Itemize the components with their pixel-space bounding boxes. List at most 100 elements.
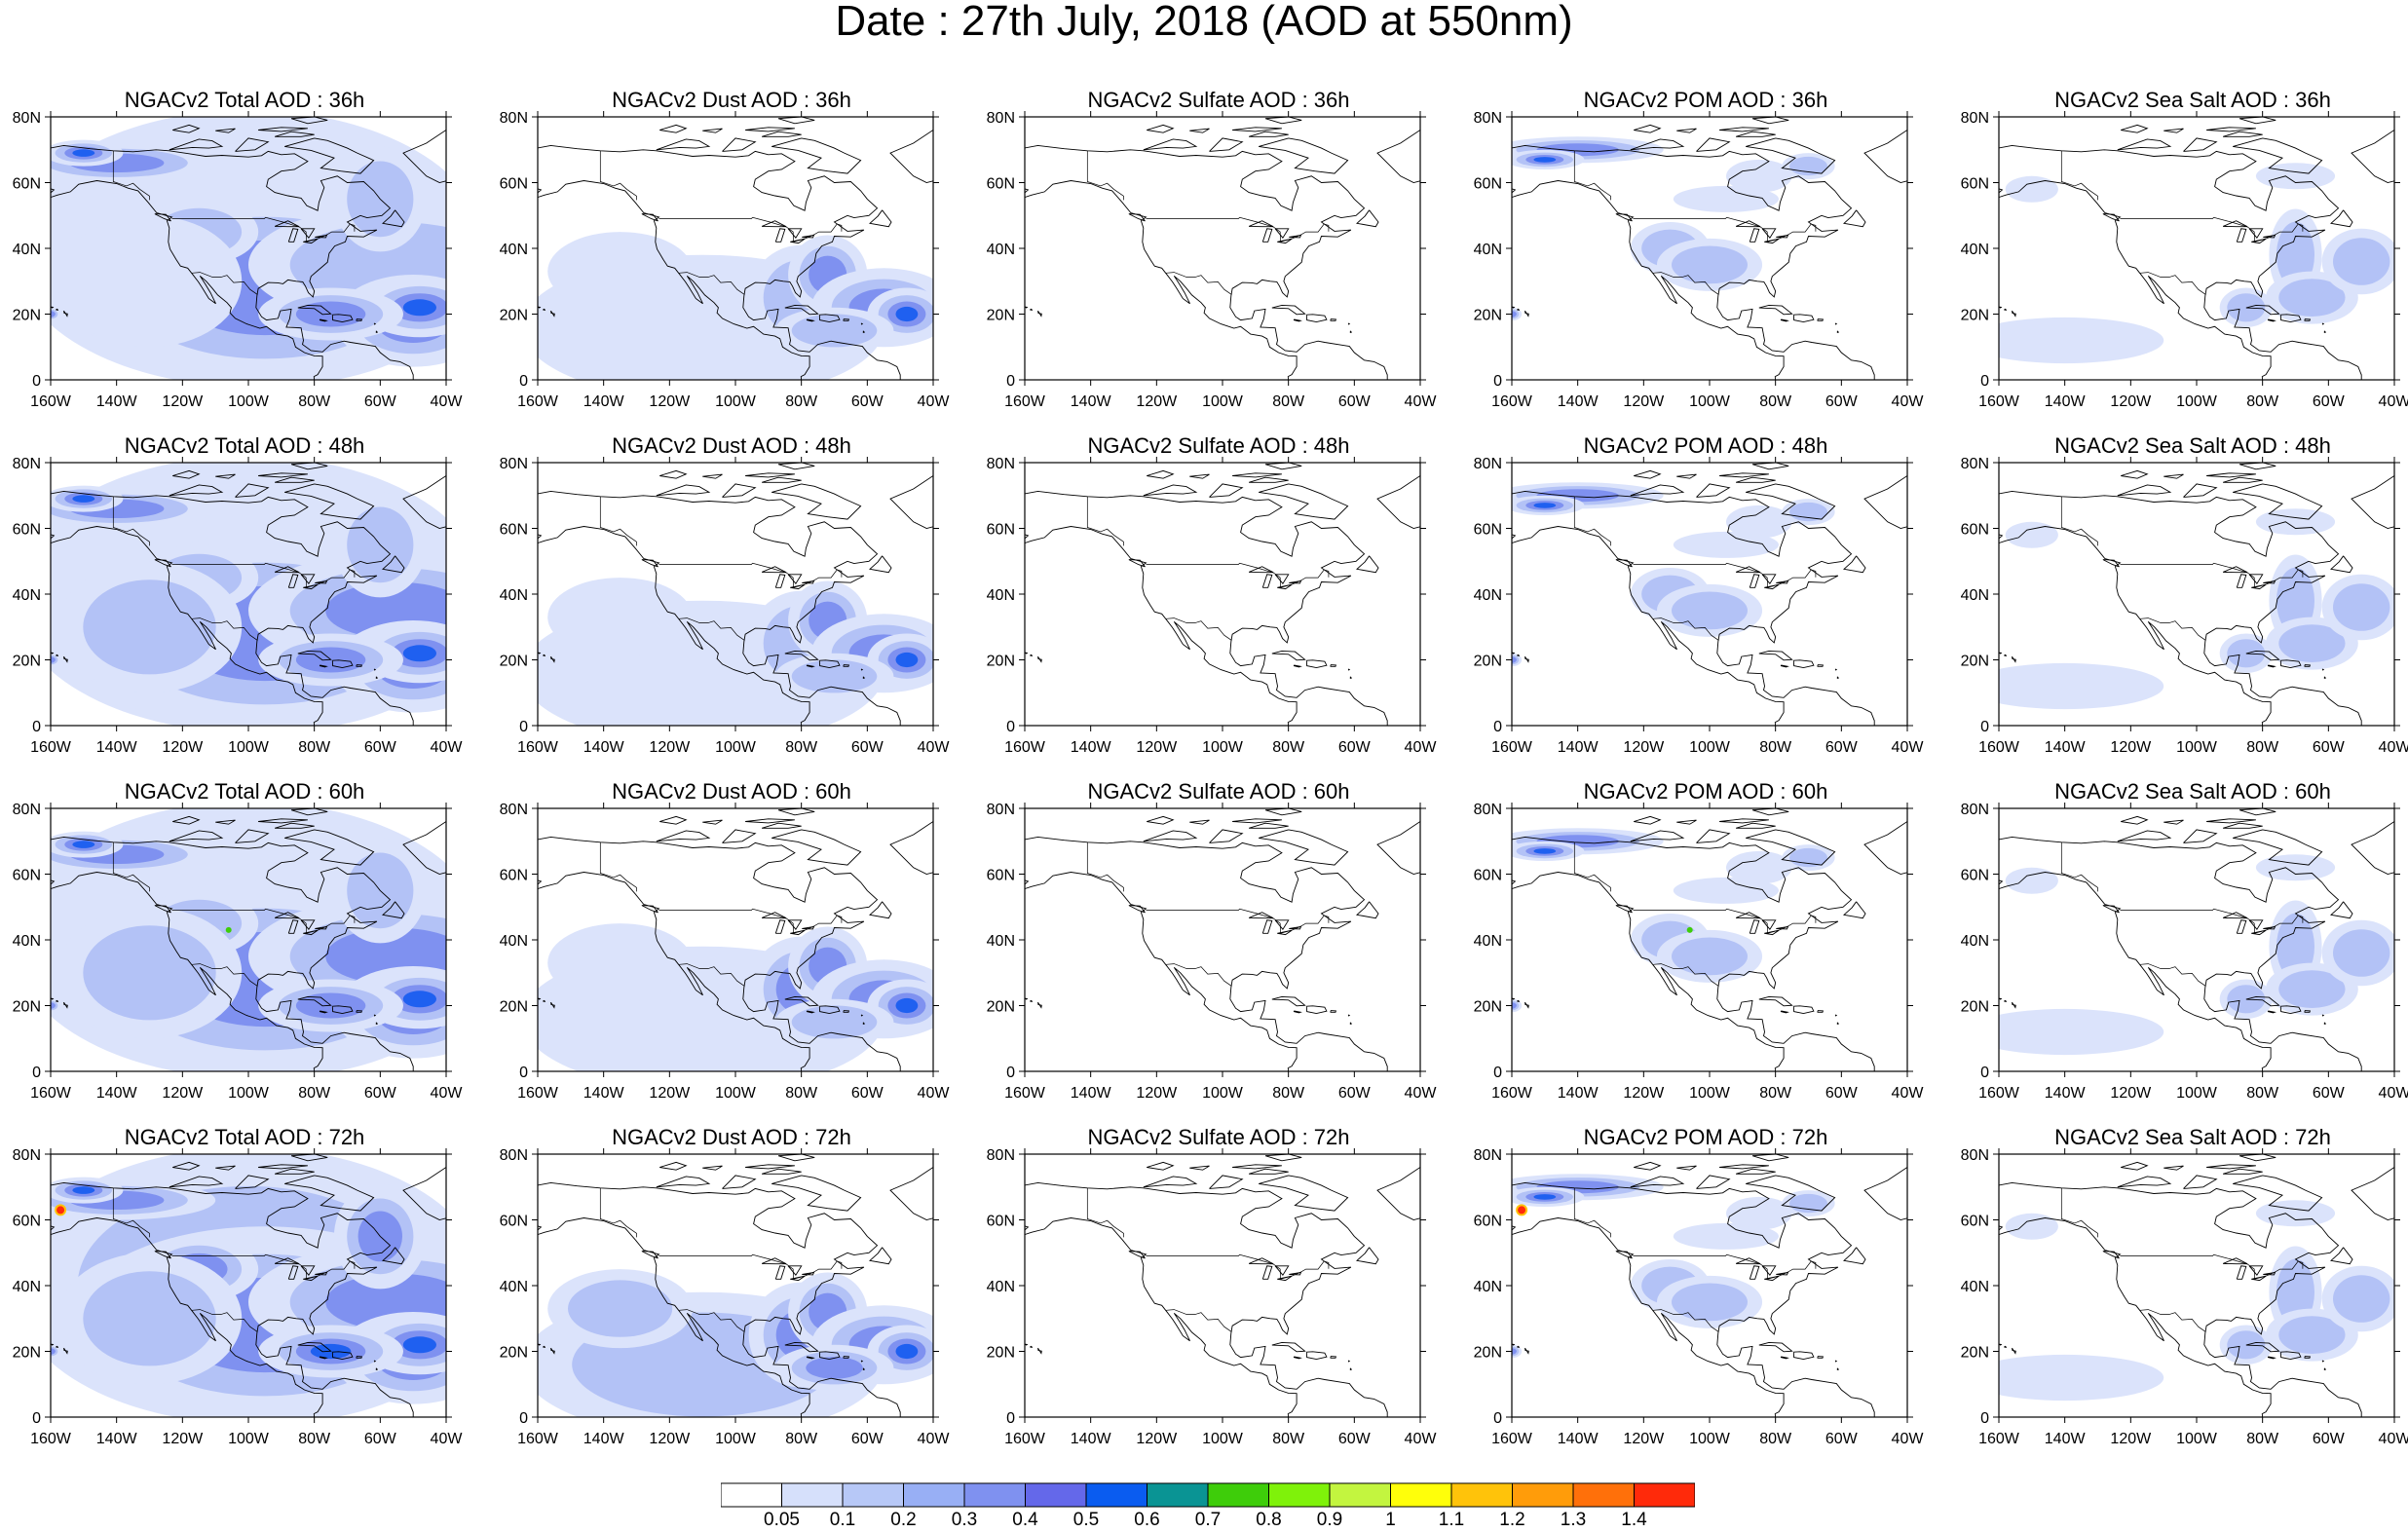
coastlines xyxy=(538,808,933,1071)
fire-hotspot xyxy=(1686,926,1693,933)
x-tick-label: 40W xyxy=(2379,1085,2408,1102)
aod-plume xyxy=(1672,937,1748,976)
aod-plume xyxy=(1533,848,1557,854)
lake-outline xyxy=(1261,228,1273,243)
map-frame xyxy=(1024,462,1421,727)
y-tick-label: 20N xyxy=(500,999,528,1016)
y-tick-label: 0 xyxy=(1980,1410,1989,1427)
coastline-island xyxy=(1719,1164,1769,1170)
colorbar-swatch xyxy=(1329,1482,1391,1508)
x-tick-label: 80W xyxy=(785,1085,818,1102)
x-tick-label: 160W xyxy=(1978,393,2020,410)
map-plot: 160W 140W 120W 100W 80W 60W 40W 0 20N 40N 60N 80N xyxy=(1474,110,1925,410)
colorbar-label: 1 xyxy=(1385,1510,1396,1530)
y-tick-label: 20N xyxy=(500,308,528,324)
coastline-island xyxy=(1780,664,1789,668)
coastline-island xyxy=(1843,1247,1866,1265)
national-border xyxy=(1146,908,1330,934)
national-border xyxy=(1633,562,1817,588)
x-tick-label: 140W xyxy=(1071,1431,1112,1447)
x-tick-label: 40W xyxy=(918,739,951,756)
coastline-island xyxy=(1349,330,1353,334)
coastline-island xyxy=(818,659,841,669)
lake-outline xyxy=(790,929,806,936)
coastline-island xyxy=(1189,128,1210,133)
coastline-island xyxy=(1293,1356,1302,1360)
coastline-island xyxy=(356,1010,362,1013)
coastline-island xyxy=(1037,1001,1042,1009)
coastline-island xyxy=(1758,1341,1793,1353)
coastline-mainland xyxy=(1025,1181,1388,1417)
coastline-island xyxy=(1696,137,1731,152)
x-tick-label: 60W xyxy=(2313,739,2346,756)
coastline-mainland xyxy=(1025,144,1388,380)
map-panel: NGACv2 Dust AOD : 36h 160W 140W 120W 100W 80W… xyxy=(487,86,972,431)
coastline-island xyxy=(2121,469,2149,479)
coastline-island xyxy=(1822,463,1907,529)
colorbar-label: 0.4 xyxy=(1012,1510,1038,1530)
y-tick-label: 0 xyxy=(1980,719,1989,735)
aod-plume xyxy=(895,997,919,1014)
coastline-island xyxy=(656,1176,711,1188)
colorbar-swatch xyxy=(1450,1482,1513,1508)
coastline-island xyxy=(1349,1022,1353,1026)
map-plot: 160W 140W 120W 100W 80W 60W 40W 0 20N 40N 60N 80N xyxy=(1474,456,1925,756)
coastline-island xyxy=(2117,138,2172,151)
coastline-island xyxy=(1999,997,2003,1000)
coastline-island xyxy=(1524,1347,1529,1355)
coastline-island xyxy=(860,668,864,671)
x-tick-label: 160W xyxy=(30,393,72,410)
coastline-island xyxy=(1746,137,1836,174)
coastline-island xyxy=(2245,995,2280,1007)
coastline-island xyxy=(2117,484,2172,497)
coastline-island xyxy=(1189,819,1210,825)
y-tick-label: 60N xyxy=(500,868,528,884)
panel-title: NGACv2 Sulfate AOD : 72h xyxy=(1087,1125,1350,1149)
coastline-island xyxy=(2309,1154,2394,1220)
coastline-island xyxy=(1030,308,1034,311)
aod-plume xyxy=(1673,1222,1779,1250)
coastline-island xyxy=(2323,330,2327,334)
map-panel: NGACv2 Sea Salt AOD : 48h 160W 140W 120W 100… xyxy=(1948,431,2408,777)
x-tick-label: 160W xyxy=(1004,1431,1046,1447)
y-tick-label: 40N xyxy=(500,242,528,258)
y-tick-label: 20N xyxy=(500,654,528,670)
colorbar-swatch xyxy=(1512,1482,1574,1508)
coastline-island xyxy=(2239,117,2276,125)
coastline-island xyxy=(56,1345,59,1348)
x-tick-label: 40W xyxy=(1892,739,1925,756)
coastline-island xyxy=(550,655,555,663)
colorbar-swatch xyxy=(1085,1482,1148,1508)
coastline-island xyxy=(1143,484,1198,497)
lake-outline xyxy=(1749,1265,1760,1280)
colorbar-swatch xyxy=(842,1482,904,1508)
coastline-mainland xyxy=(538,490,901,726)
y-tick-label: 80N xyxy=(500,110,528,127)
coastline-island xyxy=(1330,1356,1336,1359)
x-tick-label: 60W xyxy=(1338,739,1372,756)
y-tick-label: 80N xyxy=(987,802,1015,818)
coastline-island xyxy=(1758,304,1793,316)
aod-plume xyxy=(1512,1002,1517,1009)
y-tick-label: 40N xyxy=(1961,1279,1989,1295)
coastline-island xyxy=(1843,901,1866,919)
coastline-island xyxy=(1817,1010,1824,1013)
coastline-island xyxy=(777,463,815,470)
lake-outline xyxy=(1261,574,1273,588)
coastline-island xyxy=(1676,1165,1697,1171)
aod-shading xyxy=(1512,482,1835,667)
coastline-island xyxy=(373,668,377,671)
map-panel: NGACv2 POM AOD : 48h 160W 140W 120W 100W 80W 6… xyxy=(1461,431,1946,777)
lake-outline xyxy=(1764,238,1780,244)
coastline-island xyxy=(356,318,362,321)
aod-plume xyxy=(1672,591,1748,630)
coastline-island xyxy=(284,483,375,520)
x-tick-label: 60W xyxy=(364,1431,397,1447)
map-plot: 160W 140W 120W 100W 80W 60W 40W 0 20N 40N 60N 80N xyxy=(1961,456,2408,756)
colorbar-label: 0.2 xyxy=(890,1510,917,1530)
map-plot: 160W 140W 120W 100W 80W 60W 40W 0 20N 40N 60N 80N xyxy=(1474,1147,1925,1447)
x-tick-label: 160W xyxy=(1491,1085,1533,1102)
panel-title: NGACv2 Dust AOD : 60h xyxy=(612,779,851,804)
y-tick-label: 20N xyxy=(1474,308,1502,324)
x-tick-label: 120W xyxy=(1136,393,1178,410)
